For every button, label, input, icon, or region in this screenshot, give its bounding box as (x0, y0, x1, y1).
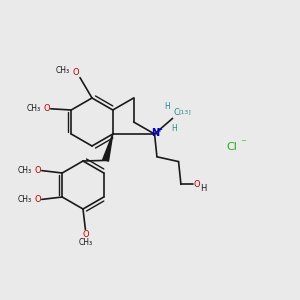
Text: +: + (157, 127, 163, 133)
Text: [13]: [13] (178, 110, 191, 114)
Text: O: O (34, 166, 41, 175)
Text: H: H (172, 124, 177, 134)
Text: CH₃: CH₃ (18, 195, 32, 204)
Text: CH₃: CH₃ (78, 238, 92, 247)
Polygon shape (103, 134, 113, 161)
Text: Cl: Cl (226, 142, 237, 152)
Text: O: O (43, 104, 50, 113)
Text: ⁻: ⁻ (240, 138, 246, 148)
Text: C: C (173, 108, 179, 117)
Text: O: O (194, 180, 201, 189)
Text: N: N (152, 128, 160, 138)
Text: O: O (82, 230, 89, 239)
Text: CH₃: CH₃ (18, 166, 32, 175)
Text: CH₃: CH₃ (56, 66, 70, 75)
Text: O: O (72, 68, 79, 76)
Text: H: H (200, 184, 206, 193)
Text: CH₃: CH₃ (27, 104, 41, 113)
Text: H: H (165, 102, 170, 111)
Text: O: O (34, 195, 41, 204)
